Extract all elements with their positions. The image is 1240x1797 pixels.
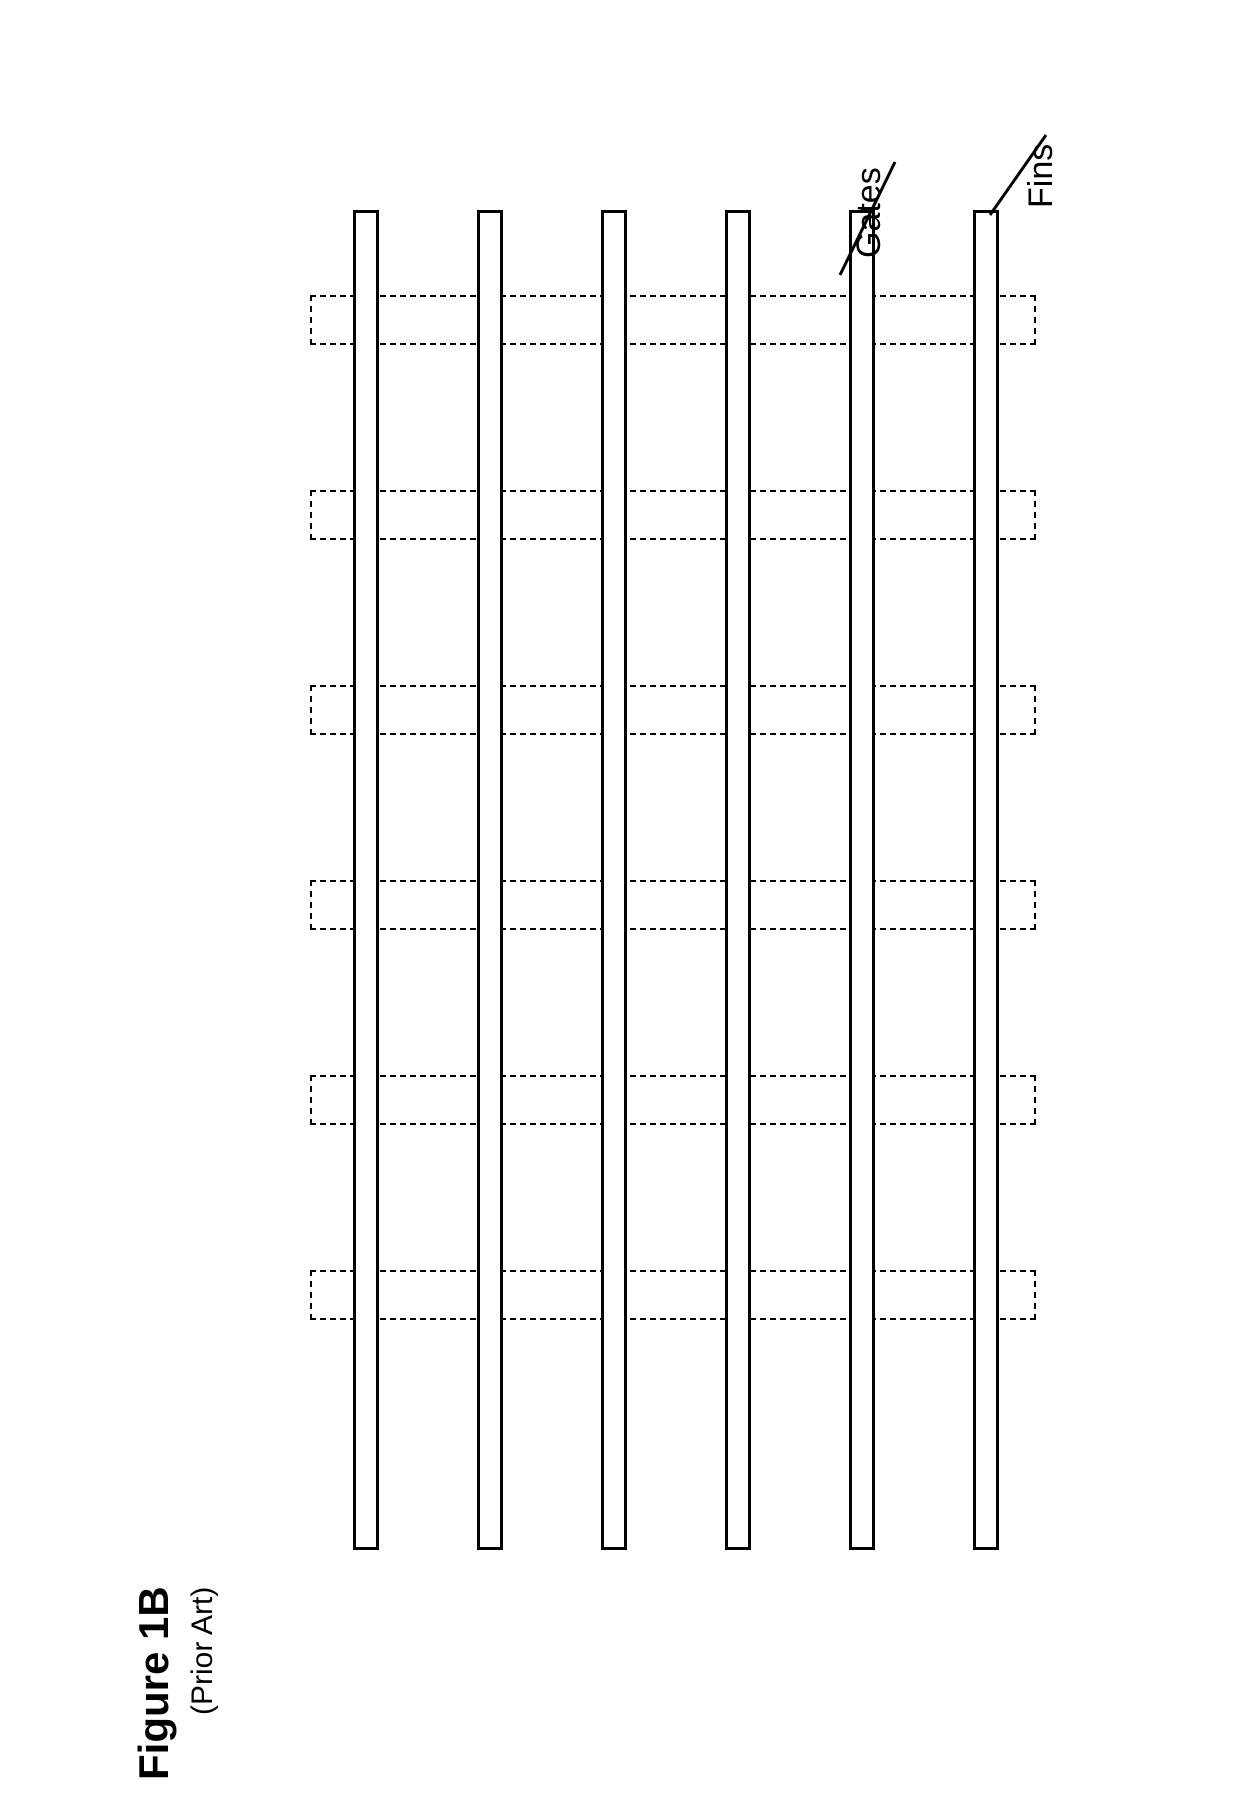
gate-rect xyxy=(310,490,1036,540)
fin-rect xyxy=(601,210,627,1550)
gate-rect xyxy=(310,1075,1036,1125)
figure-title: Figure 1B xyxy=(130,1586,178,1780)
figure-subtitle: (Prior Art) xyxy=(186,1587,220,1715)
fin-rect xyxy=(973,210,999,1550)
fins-label: Fins xyxy=(1022,144,1061,208)
gate-rect xyxy=(310,1270,1036,1320)
fin-rect xyxy=(477,210,503,1550)
figure-canvas: { "title": { "text": "Figure 1B", "fonts… xyxy=(0,0,1240,1797)
gate-rect xyxy=(310,880,1036,930)
fin-rect xyxy=(849,210,875,1550)
gate-rect xyxy=(310,685,1036,735)
fin-rect xyxy=(353,210,379,1550)
gates-label: Gates xyxy=(850,167,889,258)
fin-rect xyxy=(725,210,751,1550)
gate-rect xyxy=(310,295,1036,345)
